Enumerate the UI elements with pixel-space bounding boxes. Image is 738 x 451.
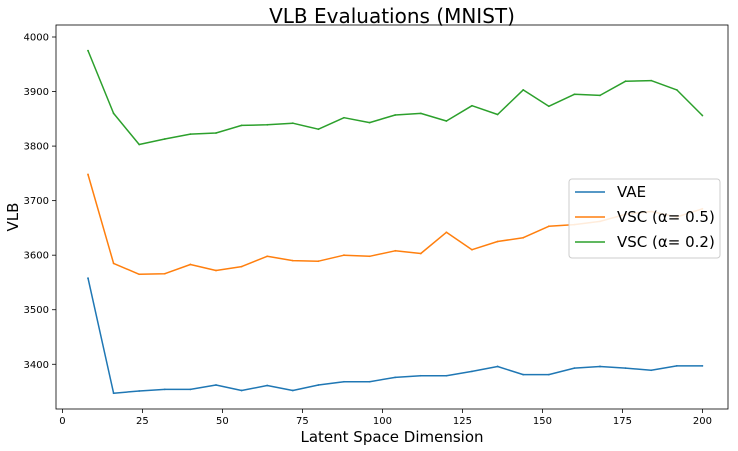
x-tick-label: 125 xyxy=(453,416,472,427)
data-point xyxy=(215,269,217,272)
data-point xyxy=(522,89,525,91)
legend-label-2: VSC (α= 0.5) xyxy=(617,208,715,226)
data-point xyxy=(522,373,525,376)
data-point xyxy=(240,265,243,268)
data-point xyxy=(138,390,141,392)
data-point xyxy=(368,380,371,383)
data-point xyxy=(368,255,371,258)
x-tick-label: 50 xyxy=(216,416,229,427)
data-point xyxy=(215,132,217,134)
data-point xyxy=(189,133,192,135)
data-point xyxy=(547,373,550,376)
data-point xyxy=(138,273,141,276)
y-tick-label: 4000 xyxy=(24,33,49,44)
legend-label-3: VSC (α= 0.2) xyxy=(617,233,715,251)
legend: VAE VSC (α= 0.5) VSC (α= 0.2) xyxy=(568,178,721,259)
x-tick-label: 75 xyxy=(296,416,309,427)
data-point xyxy=(215,384,217,386)
data-point xyxy=(112,392,115,395)
data-point xyxy=(317,384,320,386)
data-point xyxy=(496,113,499,116)
data-point xyxy=(471,370,473,373)
series-line-1 xyxy=(87,277,703,394)
data-point xyxy=(394,376,397,379)
data-point xyxy=(624,367,627,369)
data-point xyxy=(189,388,192,391)
data-point xyxy=(445,231,448,234)
data-point xyxy=(266,123,269,126)
data-point xyxy=(87,173,89,176)
data-point xyxy=(240,389,243,392)
data-point xyxy=(317,260,320,263)
data-point xyxy=(291,389,294,392)
data-point xyxy=(445,120,448,122)
chart-title: VLB Evaluations (MNIST) xyxy=(269,4,515,28)
y-tick-label: 3900 xyxy=(24,87,49,98)
data-point xyxy=(701,365,704,367)
data-point xyxy=(266,255,269,258)
data-point xyxy=(163,388,166,391)
data-point xyxy=(343,254,345,257)
data-point xyxy=(522,236,525,239)
y-tick-label: 3500 xyxy=(24,305,49,316)
data-point xyxy=(419,374,422,377)
x-tick-label: 25 xyxy=(136,416,149,427)
data-point xyxy=(189,263,192,266)
data-point xyxy=(471,248,473,251)
y-tick-label: 3800 xyxy=(24,142,49,153)
data-point xyxy=(573,367,576,369)
data-point xyxy=(343,116,345,119)
y-tick-label: 3600 xyxy=(24,251,49,262)
data-point xyxy=(266,384,269,387)
data-point xyxy=(368,121,371,124)
data-point xyxy=(419,112,422,115)
data-point xyxy=(87,277,89,279)
x-tick-label: 150 xyxy=(533,416,552,427)
data-point xyxy=(675,365,678,367)
legend-label-1: VAE xyxy=(617,183,646,201)
data-point xyxy=(496,240,499,243)
y-tick-label: 3700 xyxy=(24,196,49,207)
data-point xyxy=(650,79,653,82)
data-point xyxy=(701,114,704,117)
data-point xyxy=(496,365,499,368)
data-point xyxy=(624,80,627,83)
data-point xyxy=(163,272,166,275)
data-point xyxy=(163,138,166,140)
data-point xyxy=(291,122,294,125)
data-point xyxy=(650,369,653,372)
plot-frame xyxy=(55,24,729,410)
data-point xyxy=(87,49,89,52)
data-point xyxy=(112,112,115,115)
data-point xyxy=(471,104,473,107)
data-point xyxy=(317,128,320,131)
data-point xyxy=(547,105,550,108)
y-tick-label: 3400 xyxy=(24,360,49,371)
data-point xyxy=(394,114,397,116)
y-axis-title: VLB xyxy=(4,203,22,232)
data-point xyxy=(138,143,141,146)
data-point xyxy=(675,89,678,91)
data-point xyxy=(343,380,345,383)
data-point xyxy=(394,249,397,252)
x-axis-title: Latent Space Dimension xyxy=(300,428,483,446)
data-point xyxy=(240,124,243,127)
data-point xyxy=(599,94,601,97)
data-point xyxy=(573,93,576,96)
data-point xyxy=(599,365,601,368)
data-point xyxy=(112,262,115,265)
x-tick-label: 175 xyxy=(613,416,632,427)
data-point xyxy=(291,259,294,262)
legend-box xyxy=(568,178,721,259)
x-tick-label: 100 xyxy=(373,416,392,427)
x-tick-label: 200 xyxy=(693,416,712,427)
data-point xyxy=(445,374,448,377)
data-point xyxy=(419,252,422,255)
x-tick-label: 0 xyxy=(59,416,65,427)
series-line-3 xyxy=(87,50,703,146)
data-point xyxy=(547,225,550,228)
